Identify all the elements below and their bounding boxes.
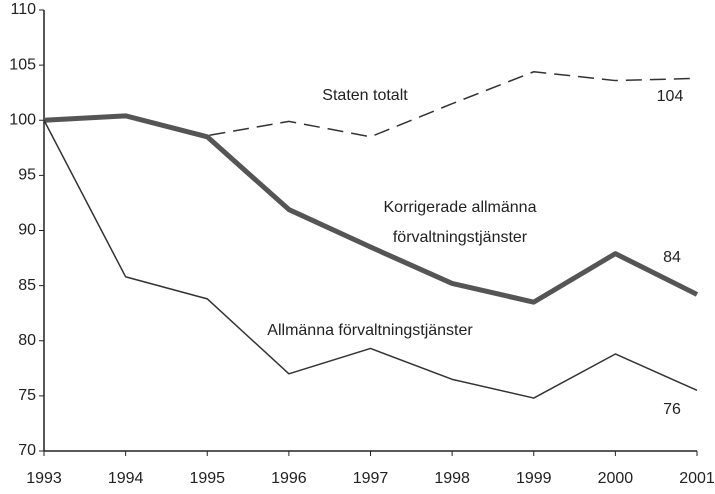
series-label: Korrigerade allmänna förvaltningstjänste… (383, 199, 537, 246)
series-line (43, 113, 699, 305)
y-tick-label: 75 (18, 387, 36, 404)
x-tick-label: 1998 (434, 470, 470, 487)
y-tick-label: 90 (18, 222, 36, 239)
x-tick-label: 2000 (598, 470, 634, 487)
x-tick-label: 1993 (26, 470, 62, 487)
series-label: Allmänna förvaltningstjänster (267, 322, 473, 339)
y-tick-label: 110 (10, 1, 36, 18)
y-tick-label: 100 (9, 111, 36, 128)
series-line (43, 119, 698, 399)
y-tick-label: 80 (18, 332, 36, 349)
end-label: 84 (663, 249, 681, 266)
y-tick-label: 105 (9, 56, 36, 73)
series-label: Staten totalt (322, 87, 408, 104)
end-label: 76 (663, 401, 681, 418)
x-tick-label: 1997 (353, 470, 389, 487)
x-tick-label: 1995 (189, 470, 225, 487)
y-tick-label: 70 (18, 442, 36, 459)
y-tick-label: 85 (18, 277, 36, 294)
x-tick-label: 2001 (679, 470, 715, 487)
x-tick-label: 1996 (271, 470, 307, 487)
x-tick-label: 1994 (108, 470, 144, 487)
x-tick-label: 1999 (516, 470, 552, 487)
end-label: 104 (657, 88, 684, 105)
y-tick-label: 95 (18, 167, 36, 184)
